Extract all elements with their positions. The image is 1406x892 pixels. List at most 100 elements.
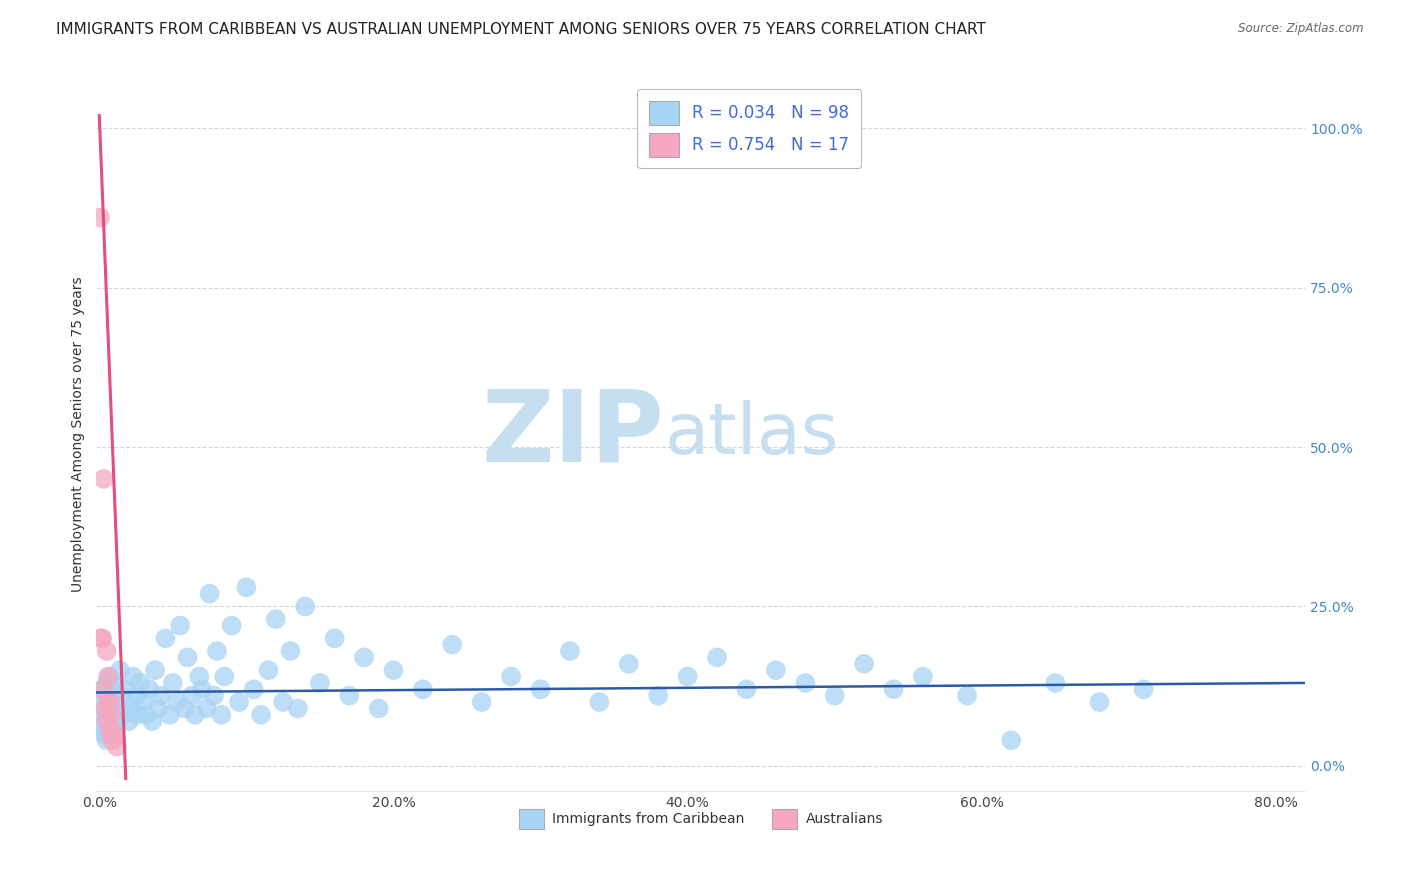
Point — [98, 714, 121, 728]
Point — [588, 695, 610, 709]
Point — [93, 727, 115, 741]
Point — [103, 707, 125, 722]
Point — [264, 612, 287, 626]
Point — [617, 657, 640, 671]
Point — [103, 727, 125, 741]
Point — [132, 695, 155, 709]
Point — [706, 650, 728, 665]
Point — [159, 707, 181, 722]
Point — [107, 701, 129, 715]
Point — [176, 650, 198, 665]
Text: atlas: atlas — [665, 400, 839, 469]
Point — [98, 695, 121, 709]
Point — [143, 663, 166, 677]
Point — [100, 727, 122, 741]
Point — [221, 618, 243, 632]
Point — [97, 695, 120, 709]
Point — [96, 714, 118, 728]
Point — [242, 682, 264, 697]
Point — [198, 587, 221, 601]
Point — [127, 707, 149, 722]
Point — [90, 695, 112, 709]
Point — [101, 721, 124, 735]
Point — [129, 676, 152, 690]
Point — [412, 682, 434, 697]
Point — [173, 701, 195, 715]
Point — [96, 676, 118, 690]
Point — [471, 695, 494, 709]
Point — [911, 669, 934, 683]
Point — [91, 721, 114, 735]
Point — [166, 695, 188, 709]
Point — [98, 669, 121, 683]
Point — [883, 682, 905, 697]
Point — [141, 714, 163, 728]
Point — [94, 701, 117, 715]
Point — [90, 632, 112, 646]
Point — [93, 472, 115, 486]
Point — [94, 689, 117, 703]
Point — [111, 707, 134, 722]
Point — [529, 682, 551, 697]
Point — [97, 669, 120, 683]
Point — [97, 695, 120, 709]
Point — [250, 707, 273, 722]
Point — [93, 682, 115, 697]
Point — [188, 669, 211, 683]
Point — [89, 211, 111, 225]
Point — [195, 701, 218, 715]
Point — [96, 707, 118, 722]
Point — [676, 669, 699, 683]
Point — [112, 682, 135, 697]
Point — [205, 644, 228, 658]
Legend: Immigrants from Caribbean, Australians: Immigrants from Caribbean, Australians — [513, 804, 889, 834]
Point — [98, 721, 121, 735]
Point — [104, 695, 127, 709]
Point — [90, 707, 112, 722]
Point — [735, 682, 758, 697]
Point — [1000, 733, 1022, 747]
Point — [91, 682, 114, 697]
Point — [93, 701, 115, 715]
Y-axis label: Unemployment Among Seniors over 75 years: Unemployment Among Seniors over 75 years — [72, 277, 86, 592]
Point — [162, 676, 184, 690]
Point — [647, 689, 669, 703]
Text: ZIP: ZIP — [482, 386, 665, 483]
Point — [309, 676, 332, 690]
Point — [122, 669, 145, 683]
Point — [202, 689, 225, 703]
Point — [100, 682, 122, 697]
Point — [184, 707, 207, 722]
Point — [105, 714, 128, 728]
Point — [1045, 676, 1067, 690]
Point — [956, 689, 979, 703]
Point — [118, 714, 141, 728]
Point — [209, 707, 232, 722]
Point — [146, 701, 169, 715]
Point — [323, 632, 346, 646]
Point — [91, 632, 114, 646]
Point — [181, 689, 204, 703]
Text: Source: ZipAtlas.com: Source: ZipAtlas.com — [1239, 22, 1364, 36]
Point — [103, 676, 125, 690]
Point — [138, 682, 160, 697]
Point — [501, 669, 523, 683]
Point — [114, 695, 136, 709]
Point — [271, 695, 294, 709]
Point — [794, 676, 817, 690]
Point — [96, 733, 118, 747]
Point — [287, 701, 309, 715]
Point — [121, 701, 143, 715]
Point — [441, 638, 464, 652]
Point — [1088, 695, 1111, 709]
Point — [558, 644, 581, 658]
Point — [110, 689, 132, 703]
Point — [367, 701, 389, 715]
Point — [765, 663, 787, 677]
Point — [191, 682, 214, 697]
Point — [1132, 682, 1154, 697]
Point — [353, 650, 375, 665]
Point — [94, 714, 117, 728]
Point — [382, 663, 405, 677]
Point — [169, 618, 191, 632]
